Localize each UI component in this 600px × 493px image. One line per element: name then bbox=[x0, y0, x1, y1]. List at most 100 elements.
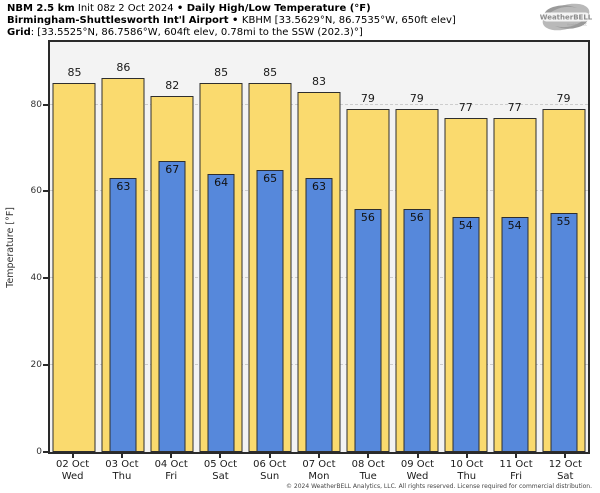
low-value-label: 55 bbox=[556, 215, 571, 229]
x-label-weekday: Mon bbox=[308, 471, 330, 482]
y-axis-title: Temperature [°F] bbox=[2, 40, 18, 454]
station-meta: KBHM [33.5629°N, 86.7535°W, 650ft elev] bbox=[241, 15, 456, 26]
y-tick-label-0: 0 bbox=[36, 447, 42, 457]
x-tick-mark-3 bbox=[170, 454, 173, 458]
logo-sub-text: Analytics LLC bbox=[567, 23, 587, 27]
y-tick-mark-80 bbox=[43, 103, 48, 106]
x-axis-label-11-oct: 11 Oct Fri bbox=[491, 459, 540, 483]
grid-label: Grid bbox=[7, 27, 31, 38]
x-label-weekday: Sat bbox=[212, 471, 229, 482]
x-label-date: 12 Oct bbox=[548, 459, 582, 470]
x-tick-mark-11 bbox=[564, 454, 567, 458]
low-bar: 67 bbox=[158, 161, 186, 452]
low-bar: 54 bbox=[501, 217, 529, 452]
low-value-label: 64 bbox=[214, 176, 229, 190]
x-label-weekday: Tue bbox=[359, 471, 377, 482]
x-axis-label-03-oct: 03 Oct Thu bbox=[97, 459, 146, 483]
x-axis-labels: 02 Oct Wed 03 Oct Thu 04 Oct Fri 05 Oct Sat 06 O… bbox=[48, 459, 590, 483]
plot-area: 85 86 63 82 67 85 64 85 65 83 63 79 56 79 56 77 54 77 54 79… bbox=[50, 42, 588, 452]
high-bar bbox=[52, 82, 96, 452]
high-value-label: 79 bbox=[409, 91, 424, 105]
y-tick-label-20: 20 bbox=[30, 360, 42, 371]
x-tick-mark-2 bbox=[120, 454, 123, 458]
x-axis-label-05-oct: 05 Oct Sat bbox=[196, 459, 245, 483]
x-label-weekday: Fri bbox=[510, 471, 522, 482]
low-bar: 63 bbox=[305, 178, 333, 452]
x-axis-label-07-oct: 07 Oct Mon bbox=[294, 459, 343, 483]
separator-dot: • bbox=[176, 3, 187, 14]
high-value-label: 79 bbox=[360, 91, 375, 105]
header-line-2: Birmingham-Shuttlesworth Int'l Airport •… bbox=[7, 15, 456, 27]
header-line-3: Grid: [33.5525°N, 86.7586°W, 604ft elev,… bbox=[7, 27, 456, 39]
low-value-label: 63 bbox=[311, 180, 326, 194]
x-axis-ticks bbox=[48, 454, 590, 459]
y-tick-mark-0 bbox=[43, 451, 48, 453]
low-bar: 64 bbox=[207, 174, 235, 452]
bar-slot-02-oct: 85 bbox=[50, 42, 99, 452]
x-axis-label-02-oct: 02 Oct Wed bbox=[48, 459, 97, 483]
y-tick-label-40: 40 bbox=[30, 273, 42, 284]
x-label-weekday: Sun bbox=[260, 471, 280, 482]
x-tick-mark-6 bbox=[318, 454, 320, 458]
model-name: NBM 2.5 km bbox=[7, 3, 75, 14]
low-bar: 56 bbox=[403, 208, 431, 452]
high-value-label: 77 bbox=[507, 100, 522, 114]
x-label-weekday: Thu bbox=[457, 471, 477, 482]
x-tick-mark-8 bbox=[416, 454, 419, 458]
weatherbell-logo: WeatherBELL Analytics LLC bbox=[540, 3, 593, 31]
init-time: Init 08z 2 Oct 2024 bbox=[74, 3, 177, 14]
x-axis-label-12-oct: 12 Oct Sat bbox=[541, 459, 590, 483]
x-tick-mark-1 bbox=[71, 454, 74, 458]
x-label-date: 08 Oct bbox=[351, 459, 385, 470]
x-label-date: 05 Oct bbox=[203, 459, 238, 470]
x-tick-mark-4 bbox=[219, 454, 222, 458]
y-tick-mark-60 bbox=[43, 190, 48, 193]
y-tick-label-80: 80 bbox=[30, 99, 42, 110]
low-value-label: 63 bbox=[116, 180, 131, 194]
x-label-weekday: Wed bbox=[406, 471, 429, 482]
high-value-label: 83 bbox=[311, 74, 326, 88]
x-tick-mark-9 bbox=[465, 454, 468, 458]
x-label-date: 03 Oct bbox=[105, 459, 139, 470]
bar-slot-09-oct: 79 56 bbox=[392, 42, 441, 452]
x-label-date: 10 Oct bbox=[450, 459, 484, 470]
bar-slot-11-oct: 77 54 bbox=[490, 42, 539, 452]
x-label-date: 11 Oct bbox=[499, 459, 533, 470]
x-axis-label-10-oct: 10 Oct Thu bbox=[442, 459, 491, 483]
y-tick-label-60: 60 bbox=[30, 186, 42, 197]
low-value-label: 67 bbox=[165, 163, 180, 177]
high-value-label: 85 bbox=[67, 65, 82, 79]
header-line-1: NBM 2.5 km Init 08z 2 Oct 2024 • Daily H… bbox=[7, 3, 456, 15]
x-label-date: 09 Oct bbox=[400, 459, 435, 470]
high-value-label: 79 bbox=[556, 91, 571, 105]
high-value-label: 82 bbox=[165, 78, 180, 92]
low-bar: 54 bbox=[452, 217, 480, 452]
x-label-weekday: Wed bbox=[61, 471, 84, 482]
high-value-label: 85 bbox=[263, 65, 278, 79]
grid-meta: : [33.5525°N, 86.7586°W, 604ft elev, 0.7… bbox=[30, 27, 363, 38]
bar-slot-03-oct: 86 63 bbox=[99, 42, 148, 452]
swirl-icon bbox=[542, 3, 590, 31]
y-tick-mark-40 bbox=[43, 277, 48, 280]
bar-slot-07-oct: 83 63 bbox=[295, 42, 344, 452]
x-label-date: 06 Oct bbox=[253, 459, 287, 470]
bar-slot-05-oct: 85 64 bbox=[197, 42, 246, 452]
low-value-label: 56 bbox=[360, 210, 375, 224]
x-label-weekday: Fri bbox=[165, 471, 178, 482]
low-value-label: 56 bbox=[409, 210, 424, 224]
low-bar: 65 bbox=[256, 169, 284, 452]
x-label-weekday: Thu bbox=[112, 471, 132, 482]
chart-header: NBM 2.5 km Init 08z 2 Oct 2024 • Daily H… bbox=[7, 3, 456, 39]
x-label-weekday: Sat bbox=[557, 471, 574, 482]
x-axis-label-09-oct: 09 Oct Wed bbox=[393, 459, 442, 483]
station-name: Birmingham-Shuttlesworth Int'l Airport bbox=[7, 15, 229, 26]
x-label-date: 04 Oct bbox=[154, 459, 188, 470]
x-label-date: 07 Oct bbox=[302, 459, 336, 470]
separator-dot-2: • bbox=[228, 15, 242, 26]
x-label-date: 02 Oct bbox=[56, 459, 90, 470]
low-bar: 55 bbox=[550, 213, 578, 452]
bar-slot-04-oct: 82 67 bbox=[148, 42, 197, 452]
logo-brand-text: WeatherBELL bbox=[540, 14, 593, 22]
y-axis-title-text: Temperature [°F] bbox=[4, 206, 16, 288]
bar-slot-08-oct: 79 56 bbox=[343, 42, 392, 452]
